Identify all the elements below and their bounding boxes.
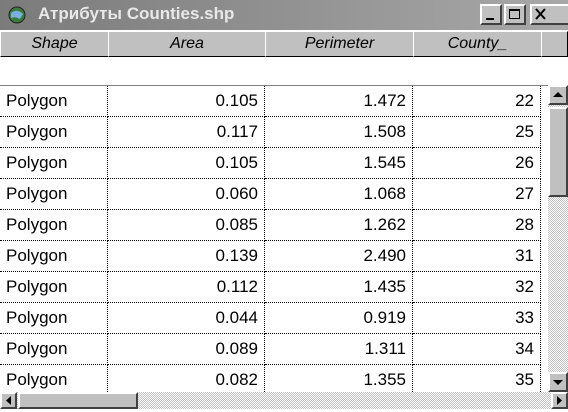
table-cell: 31	[413, 241, 541, 272]
table-cell: 0.044	[108, 303, 265, 334]
table-cell: 32	[413, 272, 541, 303]
column-header-cell: Shape	[0, 31, 109, 57]
scroll-down-button[interactable]	[548, 372, 568, 392]
table-cell: 27	[413, 179, 541, 210]
table-cell: 0.139	[108, 241, 265, 272]
close-button[interactable]	[530, 4, 568, 25]
window-icon	[8, 6, 26, 24]
scroll-right-button[interactable]	[551, 392, 568, 409]
table-cell: 1.545	[265, 148, 413, 179]
table-cell: 0.919	[265, 303, 413, 334]
scroll-thumb[interactable]	[548, 107, 568, 197]
table-cell: Polygon	[0, 117, 108, 148]
title-bar: Атрибуты Counties.shp	[0, 0, 568, 30]
scroll-left-button[interactable]	[0, 392, 17, 409]
table-cell: 0.085	[108, 210, 265, 241]
maximize-button[interactable]	[504, 4, 526, 25]
column-header-cell: Area	[108, 31, 266, 57]
column-header-cell: County_	[413, 31, 542, 57]
table-cell: 0.089	[108, 334, 265, 365]
table-cell: 1.508	[265, 117, 413, 148]
vertical-scrollbar[interactable]	[548, 85, 568, 392]
table-cell: 22	[413, 86, 541, 117]
table-cell: 34	[413, 334, 541, 365]
table-cell: 1.472	[265, 86, 413, 117]
horizontal-scrollbar[interactable]	[0, 392, 568, 409]
table-cell: Polygon	[0, 365, 108, 392]
table-cell: Polygon	[0, 86, 108, 117]
table-cell: 26	[413, 148, 541, 179]
table-cell: Polygon	[0, 303, 108, 334]
table-cell: 0.060	[108, 179, 265, 210]
table-cell: 35	[413, 365, 541, 392]
table-cell: 0.117	[108, 117, 265, 148]
table-cell: 1.068	[265, 179, 413, 210]
table-cell: Polygon	[0, 272, 108, 303]
table-cell: 25	[413, 117, 541, 148]
column-header-cell	[541, 31, 568, 57]
table-cell: 0.105	[108, 148, 265, 179]
table-cell: Polygon	[0, 179, 108, 210]
table-cell: 2.490	[265, 241, 413, 272]
table-cell: Polygon	[0, 334, 108, 365]
column-header-cell: Perimeter	[265, 31, 414, 57]
table-cell: 33	[413, 303, 541, 334]
table-body: Polygon 0.105 1.472 22 Polygon 0.117 1.508 25 Po…	[0, 85, 548, 392]
table-cell: 28	[413, 210, 541, 241]
table-cell: Polygon	[0, 148, 108, 179]
table-cell: 0.082	[108, 365, 265, 392]
table-cell: 1.355	[265, 365, 413, 392]
scroll-thumb[interactable]	[18, 392, 138, 409]
table-cell: 0.105	[108, 86, 265, 117]
table-cell: 1.262	[265, 210, 413, 241]
table-cell: Polygon	[0, 241, 108, 272]
table-cell: 0.112	[108, 272, 265, 303]
table-cell: 1.435	[265, 272, 413, 303]
minimize-button[interactable]	[480, 4, 502, 25]
column-header: Shape Area Perimeter County_	[0, 31, 568, 57]
table-cell: Polygon	[0, 210, 108, 241]
scroll-up-button[interactable]	[548, 85, 568, 105]
table-cell: 1.311	[265, 334, 413, 365]
window-title: Атрибуты Counties.shp	[38, 4, 235, 23]
